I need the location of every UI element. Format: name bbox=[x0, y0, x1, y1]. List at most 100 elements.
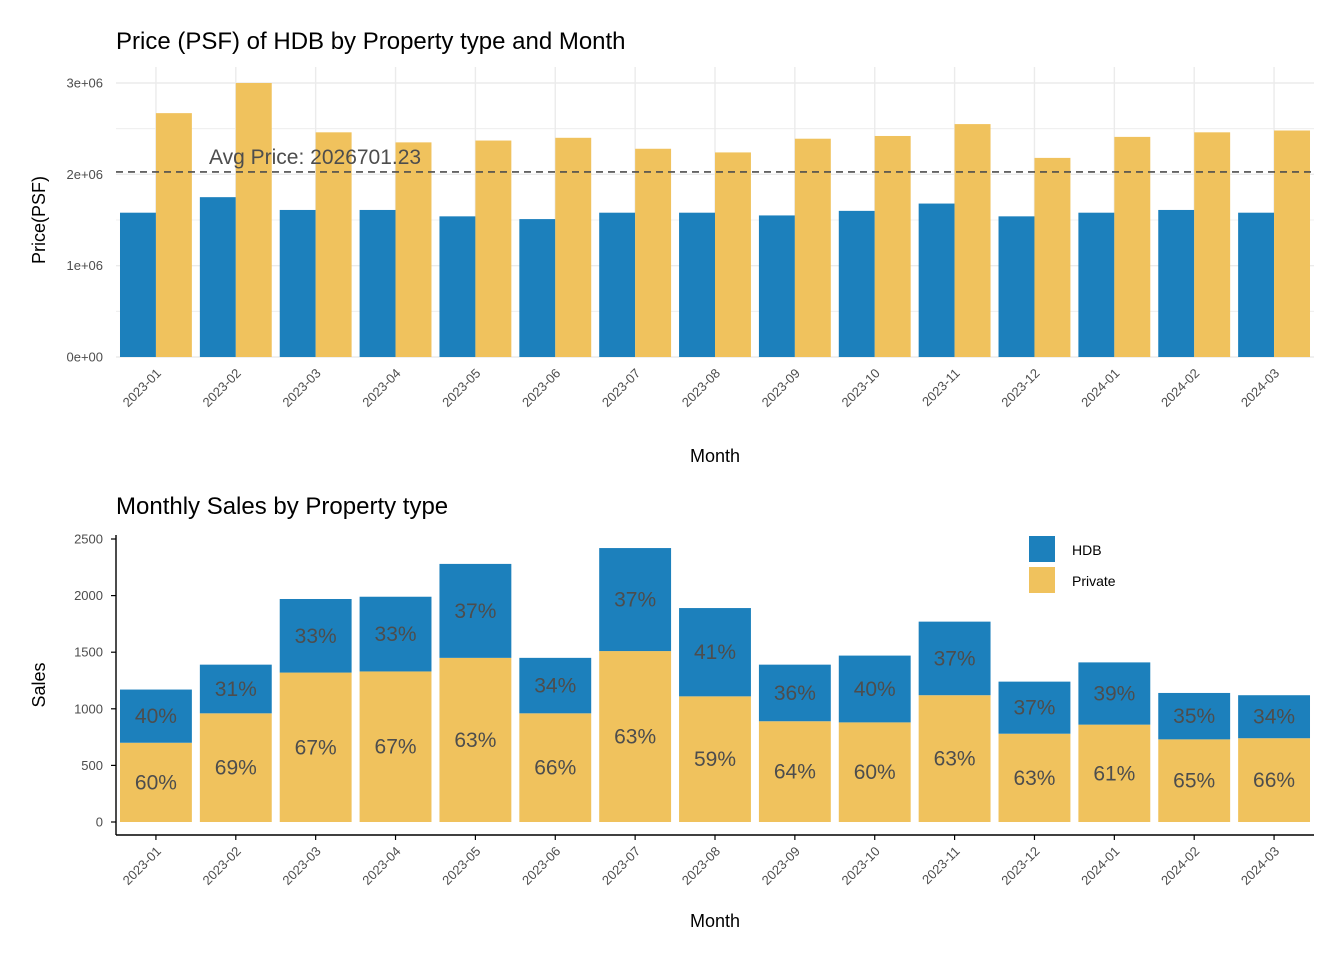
sales-label-private: 65% bbox=[1173, 770, 1215, 793]
sales-bar-private bbox=[359, 671, 432, 822]
sales-label-private: 67% bbox=[375, 736, 417, 759]
sales-x-tick-label: 2023-01 bbox=[120, 844, 164, 888]
price-bar-private bbox=[235, 83, 272, 357]
price-bar-private bbox=[794, 138, 831, 357]
sales-chart-title: Monthly Sales by Property type bbox=[116, 493, 448, 520]
price-bar-private bbox=[315, 132, 352, 357]
sales-bar-hdb bbox=[599, 548, 672, 652]
sales-x-tick-label: 2023-07 bbox=[599, 844, 643, 888]
sales-bar-private bbox=[1238, 738, 1311, 822]
sales-x-tick-label: 2024-03 bbox=[1238, 844, 1282, 888]
sales-y-tick-label: 1500 bbox=[74, 645, 103, 660]
price-chart-title: Price (PSF) of HDB by Property type and … bbox=[116, 28, 626, 55]
sales-bar-private bbox=[918, 695, 991, 822]
sales-chart: Monthly Sales by Property type 0 500 1000 1… bbox=[29, 493, 1314, 931]
sales-bar-hdb bbox=[279, 598, 352, 673]
price-chart-bars bbox=[119, 83, 1311, 357]
sales-label-hdb: 37% bbox=[454, 600, 496, 623]
price-chart: Price (PSF) of HDB by Property type and … bbox=[29, 28, 1314, 466]
sales-bar-private bbox=[119, 742, 192, 822]
sales-y-tick-label: 1000 bbox=[74, 701, 103, 716]
sales-label-private: 63% bbox=[1013, 767, 1055, 790]
price-bar-private bbox=[1274, 130, 1311, 357]
sales-bar-hdb bbox=[1158, 692, 1231, 740]
sales-label-private: 59% bbox=[694, 748, 736, 771]
price-x-tick-label: 2023-10 bbox=[839, 366, 883, 410]
price-chart-y-title: Price(PSF) bbox=[29, 176, 49, 264]
sales-label-hdb: 37% bbox=[934, 647, 976, 670]
price-bar-hdb bbox=[279, 209, 316, 357]
price-x-tick-label: 2023-04 bbox=[359, 366, 403, 410]
sales-label-private: 60% bbox=[135, 771, 177, 794]
sales-label-private: 63% bbox=[614, 726, 656, 749]
price-bar-private bbox=[475, 140, 512, 357]
sales-label-hdb: 37% bbox=[1013, 697, 1055, 720]
price-bar-hdb bbox=[359, 209, 396, 357]
sales-label-private: 67% bbox=[295, 736, 337, 759]
sales-x-tick-label: 2023-11 bbox=[919, 844, 963, 888]
sales-label-hdb: 31% bbox=[215, 678, 257, 701]
price-y-tick-label: 1e+06 bbox=[66, 258, 103, 273]
sales-label-private: 64% bbox=[774, 761, 816, 784]
price-x-tick-label: 2023-11 bbox=[919, 366, 963, 410]
sales-label-private: 63% bbox=[934, 748, 976, 771]
price-bar-hdb bbox=[758, 215, 795, 357]
sales-label-hdb: 40% bbox=[135, 705, 177, 728]
sales-x-tick-label: 2024-01 bbox=[1078, 844, 1122, 888]
sales-y-tick-label: 2500 bbox=[74, 532, 103, 547]
sales-bar-hdb bbox=[1078, 662, 1151, 725]
sales-bar-private bbox=[519, 713, 592, 822]
sales-label-hdb: 33% bbox=[295, 625, 337, 648]
sales-bar-private bbox=[998, 733, 1071, 822]
sales-x-tick-label: 2023-08 bbox=[679, 844, 723, 888]
sales-bar-hdb bbox=[679, 608, 751, 697]
sales-label-hdb: 33% bbox=[375, 623, 417, 646]
price-bar-private bbox=[635, 148, 672, 357]
sales-bar-private bbox=[679, 696, 751, 822]
price-x-tick-label: 2023-08 bbox=[679, 366, 723, 410]
sales-label-private: 61% bbox=[1093, 762, 1135, 785]
price-x-tick-label: 2024-01 bbox=[1078, 366, 1122, 410]
price-bar-private bbox=[1194, 132, 1231, 357]
sales-label-private: 63% bbox=[454, 729, 496, 752]
price-x-tick-label: 2023-12 bbox=[998, 366, 1042, 410]
sales-y-tick-label: 0 bbox=[96, 815, 103, 830]
price-bar-private bbox=[715, 152, 751, 357]
sales-label-hdb: 35% bbox=[1173, 705, 1215, 728]
price-bar-private bbox=[1114, 136, 1151, 357]
sales-bar-hdb bbox=[998, 681, 1071, 734]
price-y-tick-label: 0e+00 bbox=[66, 350, 103, 365]
sales-label-hdb: 40% bbox=[854, 678, 896, 701]
sales-chart-y-title: Sales bbox=[29, 662, 49, 707]
price-y-tick-label: 3e+06 bbox=[66, 76, 103, 91]
price-bar-private bbox=[1034, 157, 1071, 357]
sales-label-hdb: 36% bbox=[774, 682, 816, 705]
sales-x-tick-label: 2023-10 bbox=[839, 844, 883, 888]
price-bar-hdb bbox=[918, 203, 955, 357]
sales-x-tick-label: 2024-02 bbox=[1158, 844, 1202, 888]
price-x-tick-label: 2023-01 bbox=[120, 366, 164, 410]
sales-bar-hdb bbox=[918, 621, 991, 696]
price-bar-private bbox=[874, 135, 911, 357]
sales-label-private: 69% bbox=[215, 757, 257, 780]
sales-x-tick-label: 2023-03 bbox=[279, 844, 323, 888]
sales-label-hdb: 39% bbox=[1093, 683, 1135, 706]
price-bar-hdb bbox=[998, 216, 1035, 357]
sales-bar-private bbox=[439, 657, 512, 822]
sales-label-private: 66% bbox=[534, 757, 576, 780]
price-x-tick-label: 2023-09 bbox=[759, 366, 803, 410]
sales-label-private: 60% bbox=[854, 761, 896, 784]
sales-bar-hdb bbox=[439, 563, 512, 658]
price-x-tick-label: 2023-06 bbox=[519, 366, 563, 410]
sales-chart-bars bbox=[119, 548, 1311, 822]
price-bar-hdb bbox=[838, 210, 875, 357]
price-bar-private bbox=[954, 124, 991, 357]
sales-bar-private bbox=[599, 651, 672, 822]
sales-bar-hdb bbox=[119, 689, 192, 743]
sales-x-tick-label: 2023-06 bbox=[519, 844, 563, 888]
price-x-tick-label: 2023-05 bbox=[439, 366, 483, 410]
price-bar-hdb bbox=[199, 197, 236, 357]
price-bar-hdb bbox=[1238, 212, 1275, 357]
sales-bar-hdb bbox=[1238, 695, 1311, 739]
avg-price-label: Avg Price: 2026701.23 bbox=[209, 146, 421, 169]
